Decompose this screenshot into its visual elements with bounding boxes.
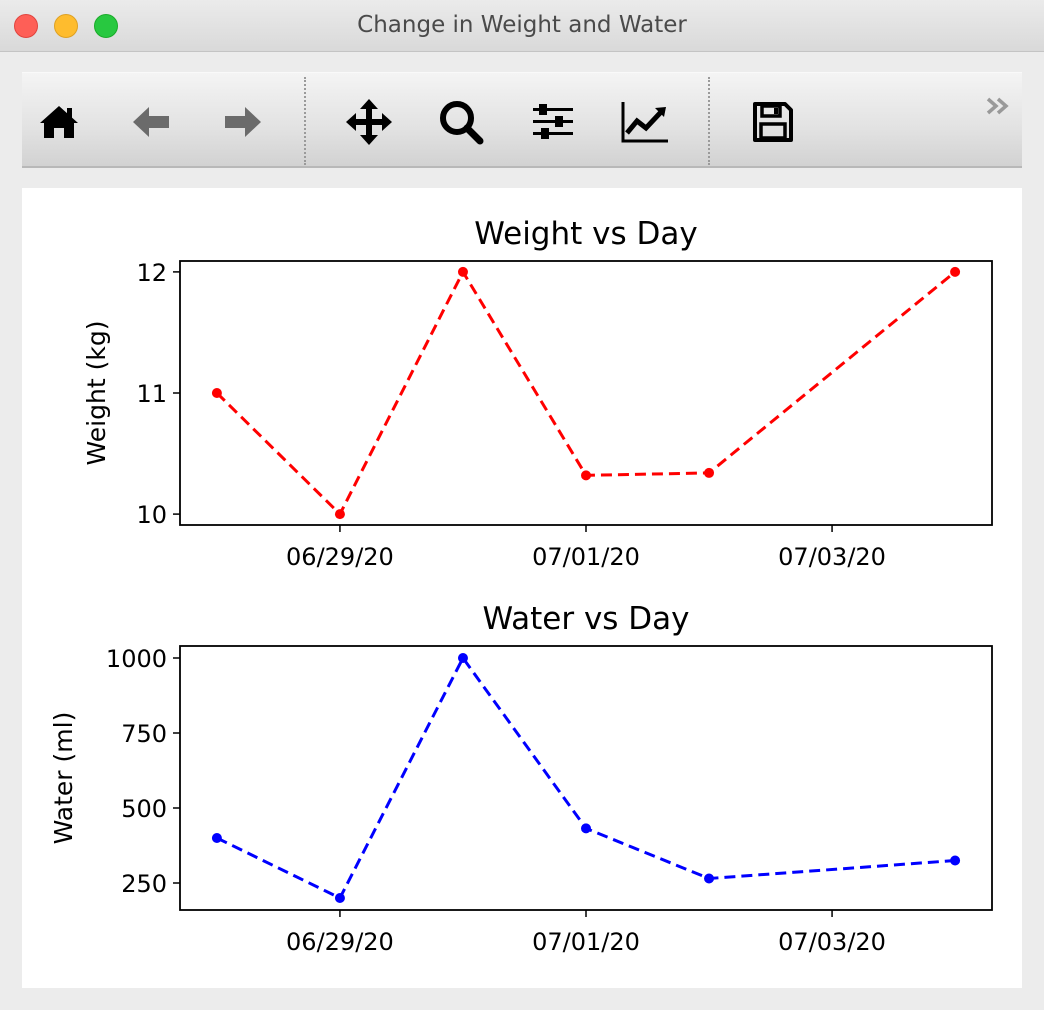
configure-subplots-button[interactable] bbox=[528, 97, 578, 147]
data-point bbox=[581, 823, 591, 834]
data-point bbox=[581, 470, 591, 481]
y-axis-label: Weight (kg) bbox=[82, 321, 111, 466]
toolbar-separator bbox=[304, 77, 306, 165]
floppy-disk-icon bbox=[753, 102, 793, 142]
y-axis-label: Water (ml) bbox=[49, 712, 78, 845]
toolbar-overflow-button[interactable] bbox=[984, 91, 1014, 121]
figure: Weight vs Day Weight (kg) 10 11 12 06/29/20 07… bbox=[49, 216, 993, 956]
data-point bbox=[334, 893, 345, 903]
plot-area-frame bbox=[179, 645, 993, 911]
x-tick-label: 07/01/20 bbox=[532, 543, 640, 571]
data-point bbox=[211, 833, 222, 843]
x-tick-label: 06/29/20 bbox=[286, 543, 394, 571]
sliders-icon bbox=[533, 104, 573, 139]
y-tick-label: 12 bbox=[136, 259, 167, 287]
edit-axes-button[interactable] bbox=[620, 97, 670, 147]
data-point bbox=[457, 266, 468, 277]
y-tick-label: 250 bbox=[121, 870, 167, 898]
home-button[interactable] bbox=[34, 97, 84, 147]
series-line bbox=[215, 268, 957, 517]
close-window-button[interactable] bbox=[14, 14, 38, 38]
y-tick-label: 11 bbox=[136, 380, 167, 408]
data-point bbox=[704, 467, 715, 478]
title-bar: Change in Weight and Water bbox=[0, 0, 1044, 52]
y-tick-label: 500 bbox=[121, 795, 167, 823]
magnifier-icon bbox=[440, 101, 484, 145]
line-chart-icon bbox=[621, 102, 668, 143]
y-tick-label: 750 bbox=[121, 720, 167, 748]
data-point bbox=[950, 266, 961, 277]
toolbar-separator bbox=[708, 77, 710, 165]
series-line bbox=[216, 655, 956, 900]
x-tick-label: 07/03/20 bbox=[778, 928, 886, 956]
x-tick-label: 07/01/20 bbox=[532, 928, 640, 956]
figure-canvas: Weight vs Day Weight (kg) 10 11 12 06/29/20 07… bbox=[22, 188, 1022, 988]
move-arrows-icon bbox=[346, 99, 392, 145]
data-point bbox=[457, 653, 468, 663]
data-point bbox=[950, 855, 961, 866]
chart-title: Water vs Day bbox=[482, 601, 689, 637]
plot-area-frame bbox=[179, 260, 993, 526]
forward-button[interactable] bbox=[218, 97, 268, 147]
chart-title: Weight vs Day bbox=[474, 216, 697, 252]
save-button[interactable] bbox=[748, 97, 798, 147]
zoom-button[interactable] bbox=[436, 97, 486, 147]
y-tick-label: 1000 bbox=[106, 645, 167, 673]
window-title: Change in Weight and Water bbox=[357, 12, 687, 38]
data-point bbox=[334, 509, 345, 520]
data-point bbox=[704, 873, 715, 884]
back-button[interactable] bbox=[126, 97, 176, 147]
home-icon bbox=[40, 106, 78, 138]
arrow-right-icon bbox=[225, 107, 261, 137]
minimize-window-button[interactable] bbox=[54, 14, 78, 38]
x-tick-label: 06/29/20 bbox=[286, 928, 394, 956]
x-tick-label: 07/03/20 bbox=[778, 543, 886, 571]
pan-button[interactable] bbox=[344, 97, 394, 147]
zoom-window-button[interactable] bbox=[94, 14, 118, 38]
navigation-toolbar bbox=[22, 72, 1022, 168]
arrow-left-icon bbox=[133, 107, 169, 137]
y-tick-label: 10 bbox=[136, 501, 167, 529]
data-point bbox=[211, 388, 222, 398]
chevron-double-right-icon bbox=[986, 97, 1009, 115]
